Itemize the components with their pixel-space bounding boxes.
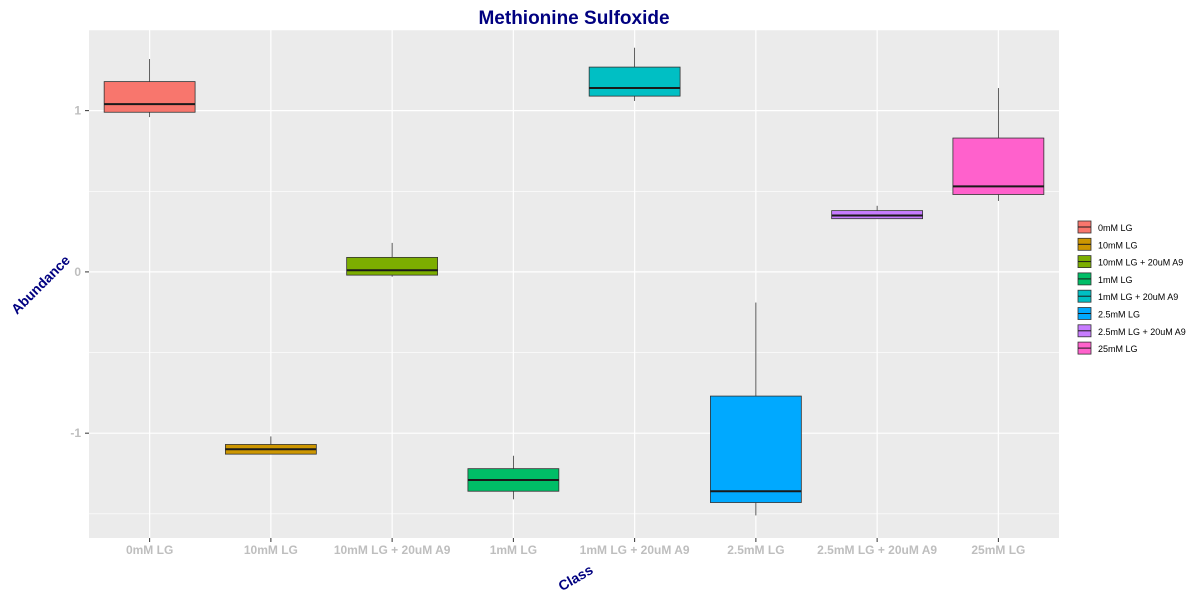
legend-item: 1mM LG + 20uM A9 — [1077, 289, 1178, 303]
x-tick-label: 1mM LG + 20uM A9 — [580, 543, 690, 557]
x-tick-label: 10mM LG + 20uM A9 — [334, 543, 451, 557]
legend-label: 10mM LG + 20uM A9 — [1098, 258, 1183, 268]
y-tick-label: 0 — [74, 265, 81, 279]
box-25mm-lg — [952, 88, 1045, 201]
box-body — [103, 81, 196, 113]
legend-label: 1mM LG + 20uM A9 — [1098, 292, 1178, 302]
y-axis-title: Abundance — [8, 252, 73, 317]
box-body — [588, 66, 681, 97]
box-2-5mm-lg — [710, 302, 802, 516]
box-10mm-lg — [225, 436, 317, 455]
legend-item: 25mM LG — [1077, 341, 1138, 355]
box-1mm-lg — [467, 455, 560, 500]
box-body — [346, 256, 438, 276]
legend-label: 10mM LG — [1098, 240, 1138, 250]
legend-label: 2.5mM LG — [1098, 310, 1140, 320]
x-tick-label: 2.5mM LG — [727, 543, 784, 557]
y-axis: 1 0 -1 — [70, 104, 89, 440]
legend-item: 1mM LG — [1077, 272, 1133, 286]
y-tick-label: 1 — [74, 104, 81, 118]
box-10mm-lg-20um-a9 — [346, 242, 438, 277]
box-2-5mm-lg-20um-a9 — [831, 205, 923, 220]
box-0mm-lg — [103, 59, 196, 118]
chart-title: Methionine Sulfoxide — [478, 8, 669, 29]
legend-label: 2.5mM LG + 20uM A9 — [1098, 327, 1186, 337]
boxes — [103, 47, 1045, 516]
x-tick-label: 1mM LG — [490, 543, 537, 557]
x-tick-label: 25mM LG — [971, 543, 1025, 557]
legend-item: 10mM LG — [1077, 237, 1138, 251]
x-axis-title: Class — [555, 561, 596, 594]
x-tick-label: 10mM LG — [244, 543, 298, 557]
x-tick-label: 0mM LG — [126, 543, 173, 557]
legend: 0mM LG 10mM LG 10mM LG + 20uM A9 1mM LG 1mM … — [1077, 220, 1186, 355]
x-tick-label: 2.5mM LG + 20uM A9 — [817, 543, 937, 557]
minor-grid — [89, 29, 1059, 515]
legend-label: 25mM LG — [1098, 344, 1138, 354]
plot-panel — [89, 30, 1059, 538]
x-axis: 0mM LG 10mM LG 10mM LG + 20uM A9 1mM LG 1mM … — [126, 538, 1025, 557]
legend-item: 10mM LG + 20uM A9 — [1077, 255, 1183, 269]
legend-item: 2.5mM LG + 20uM A9 — [1077, 324, 1186, 338]
box-body — [710, 395, 802, 503]
legend-label: 1mM LG — [1098, 275, 1133, 285]
legend-item: 2.5mM LG — [1077, 307, 1140, 320]
box-body — [952, 137, 1045, 195]
box-1mm-lg-20um-a9 — [588, 47, 681, 101]
legend-item: 0mM LG — [1077, 220, 1133, 234]
legend-label: 0mM LG — [1098, 223, 1133, 233]
y-tick-label: -1 — [70, 426, 81, 440]
